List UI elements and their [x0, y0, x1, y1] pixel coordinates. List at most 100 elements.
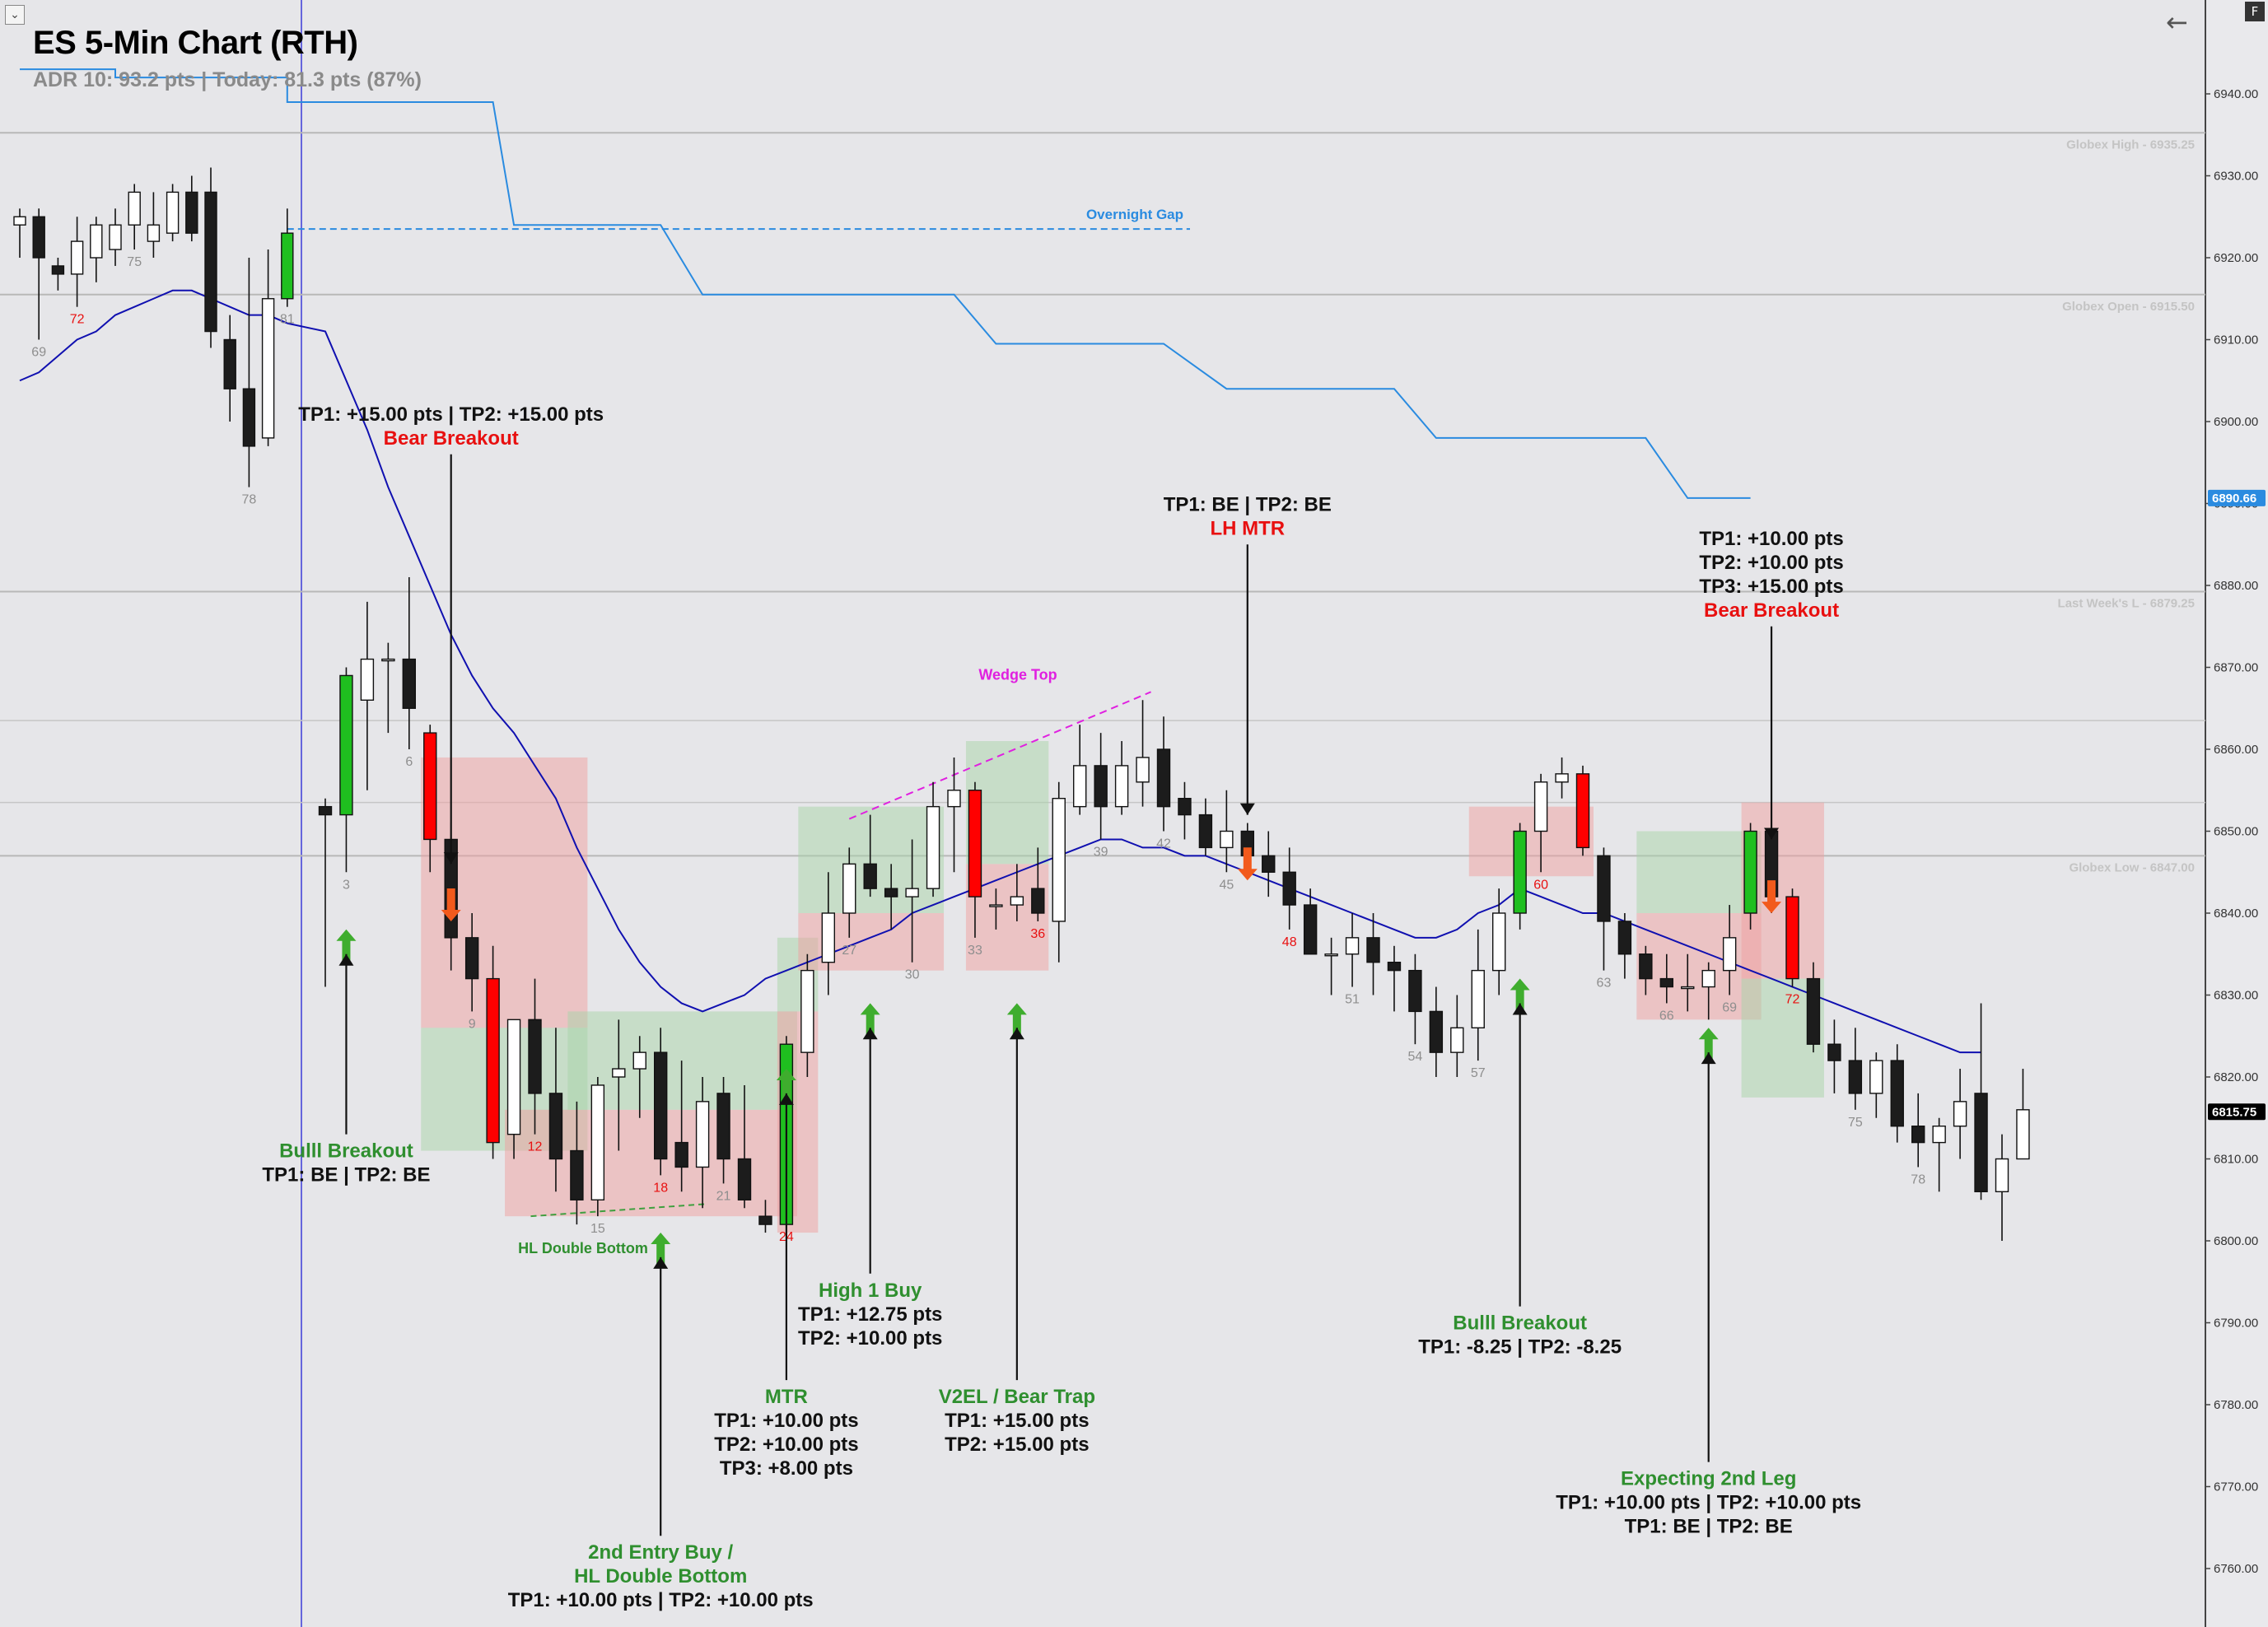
- candle-body: [1282, 871, 1296, 906]
- bar-count-label: 57: [1471, 1066, 1486, 1080]
- bar-count-label: 69: [1722, 1001, 1737, 1015]
- candle-body: [1722, 937, 1737, 972]
- annotation-text: TP1: +15.00 pts: [945, 1410, 1089, 1432]
- candle: [1031, 847, 1045, 921]
- candle: [1345, 913, 1360, 987]
- annotation-text: TP1: BE | TP2: BE: [1164, 493, 1332, 515]
- candle-body: [1408, 969, 1422, 1013]
- candle: [884, 864, 898, 930]
- candle-body: [1052, 798, 1066, 922]
- level-label: Globex High - 6935.25: [2066, 138, 2195, 152]
- candle: [1785, 888, 1799, 987]
- annotation-text: Expecting 2nd Leg: [1621, 1468, 1796, 1490]
- candle-body: [1072, 765, 1087, 808]
- candle: [989, 888, 1003, 930]
- annotation-text: Bulll Breakout: [1453, 1312, 1587, 1335]
- candle: [506, 1019, 521, 1159]
- bar-count-label: 45: [1219, 878, 1234, 892]
- candle-body: [1198, 814, 1213, 849]
- profit-target-zone: [798, 806, 945, 913]
- candle: [318, 798, 333, 987]
- f-button[interactable]: F: [2245, 2, 2265, 21]
- candle: [528, 978, 542, 1135]
- candle: [242, 258, 256, 487]
- y-tick-label: 6930.00: [2214, 170, 2258, 184]
- candle: [128, 184, 141, 250]
- candle-body: [166, 191, 180, 234]
- candle-body: [261, 298, 275, 439]
- candle: [695, 1077, 710, 1209]
- candle: [1429, 986, 1444, 1077]
- bar-count-label: 63: [1597, 977, 1612, 991]
- candle: [1995, 1134, 2009, 1241]
- candle: [1743, 823, 1757, 930]
- bar-count-label: 81: [280, 313, 295, 327]
- candle-body: [1533, 781, 1548, 832]
- candle-body: [1031, 888, 1045, 914]
- candle: [147, 192, 161, 258]
- candle-body: [590, 1084, 605, 1200]
- candle-body: [612, 1068, 626, 1078]
- candle-body: [464, 937, 479, 980]
- candle-body: [632, 1051, 646, 1070]
- bar-count-label: 78: [242, 493, 257, 507]
- candle-body: [716, 1093, 730, 1160]
- collapse-button[interactable]: ⌄: [5, 5, 25, 25]
- annotation-text: TP1: BE | TP2: BE: [262, 1164, 430, 1186]
- candle: [32, 208, 45, 340]
- annotation-text: MTR: [765, 1386, 808, 1408]
- candle-body: [695, 1101, 710, 1168]
- candle-body: [147, 224, 161, 242]
- bar-count-label: 75: [127, 255, 142, 269]
- annotation-text: Bulll Breakout: [279, 1140, 413, 1163]
- candle-body: [1974, 1093, 1988, 1193]
- candle: [109, 208, 122, 266]
- candle: [360, 601, 375, 790]
- bar-count-label: 15: [590, 1222, 605, 1236]
- candle-body: [423, 732, 437, 841]
- candle-body: [1262, 855, 1276, 873]
- candle: [13, 208, 26, 258]
- price-axis-panel: [2205, 0, 2268, 1627]
- annotation-text: TP1: +10.00 pts: [714, 1410, 858, 1432]
- bar-count-label: 48: [1282, 935, 1297, 949]
- candle-body: [1617, 921, 1632, 955]
- candle: [632, 1036, 646, 1118]
- candle-body: [70, 240, 84, 275]
- candle-body: [339, 674, 353, 816]
- candle-body: [1136, 757, 1150, 783]
- blue-step-line: [20, 68, 1751, 499]
- candle-body: [905, 888, 919, 897]
- candle: [166, 184, 180, 242]
- candle: [570, 1101, 584, 1225]
- candle-body: [821, 912, 835, 963]
- stop-loss-zone: [798, 913, 945, 971]
- candle-body: [1366, 937, 1380, 963]
- candle: [70, 217, 84, 307]
- candle-body: [1491, 912, 1506, 972]
- candle: [1052, 781, 1066, 963]
- annotation-text: HL Double Bottom: [574, 1565, 747, 1587]
- candle: [1827, 1019, 1841, 1093]
- candle-body: [381, 658, 395, 662]
- candle: [423, 725, 437, 873]
- annotation-text: TP1: +10.00 pts | TP2: +10.00 pts: [508, 1589, 814, 1611]
- y-tick-label: 6910.00: [2214, 333, 2258, 347]
- annotation-text: LH MTR: [1210, 517, 1285, 539]
- candle-body: [32, 216, 45, 259]
- back-button[interactable]: ←: [2166, 7, 2188, 38]
- candle: [1324, 937, 1338, 995]
- buy-arrow: [776, 1068, 796, 1102]
- candle: [223, 315, 236, 422]
- bar-count-label: 3: [343, 878, 350, 892]
- annotation-arrowhead: [1512, 1003, 1528, 1015]
- candle: [654, 1028, 668, 1176]
- candle-body: [506, 1019, 521, 1135]
- candle: [968, 781, 982, 938]
- title-block: ES 5-Min Chart (RTH) ADR 10: 93.2 pts | …: [33, 25, 422, 92]
- candle-body: [1303, 904, 1318, 955]
- candle-body: [1114, 765, 1129, 808]
- candle: [1555, 757, 1569, 799]
